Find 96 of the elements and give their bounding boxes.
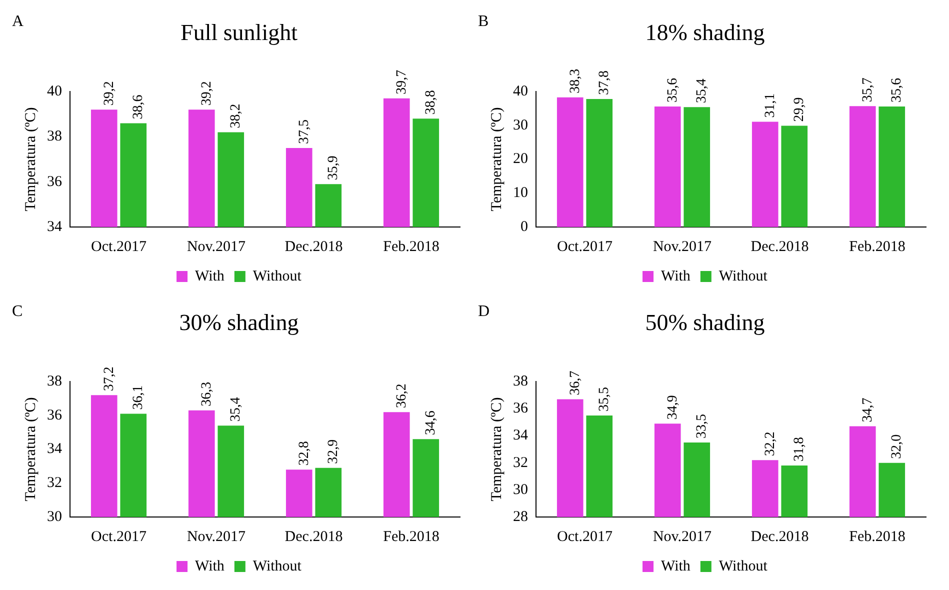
text: C bbox=[12, 303, 23, 320]
x-tick-label: Oct.2017 bbox=[91, 528, 147, 545]
y-tick-label: 34 bbox=[47, 218, 62, 235]
data-label: 33,5 bbox=[694, 414, 710, 439]
bar bbox=[586, 99, 613, 227]
bar bbox=[556, 97, 584, 227]
y-tick-label: 36 bbox=[513, 400, 528, 417]
y-axis-title: Temperatura (ºC) bbox=[488, 107, 505, 212]
y-axis-title: Temperatura (ºC) bbox=[488, 397, 505, 502]
x-tick-label: Nov.2017 bbox=[652, 238, 712, 255]
x-tick-label: Nov.2017 bbox=[652, 528, 712, 545]
chart-title: 30% shading bbox=[179, 310, 300, 335]
data-label: 34,9 bbox=[665, 395, 680, 420]
y-tick-label: 36 bbox=[47, 174, 62, 190]
data-label: 36,1 bbox=[131, 385, 146, 410]
chart-title: 50% shading bbox=[645, 310, 766, 335]
y-tick-label: 28 bbox=[513, 508, 528, 525]
data-label: 35,4 bbox=[228, 397, 244, 422]
chart-title: 18% shading bbox=[645, 20, 766, 45]
data-label: 38,3 bbox=[568, 68, 583, 94]
data-label: 35,9 bbox=[326, 156, 342, 180]
bar bbox=[684, 107, 710, 227]
y-tick-label: 34 bbox=[513, 428, 528, 444]
chart-title: Full sunlight bbox=[180, 20, 298, 45]
x-tick-label: Nov.2017 bbox=[186, 528, 246, 545]
y-tick-label: 32 bbox=[47, 475, 62, 492]
x-tick-label: Nov.2017 bbox=[186, 238, 246, 255]
bar bbox=[781, 126, 808, 227]
data-label: 32,8 bbox=[296, 441, 312, 466]
data-label: 32,9 bbox=[326, 439, 342, 464]
data-label: 35,6 bbox=[890, 78, 905, 102]
data-label: 35,5 bbox=[597, 386, 612, 412]
x-tick-label: Feb.2018 bbox=[849, 238, 906, 255]
x-tick-label: Oct.2017 bbox=[91, 238, 147, 255]
data-label: 31,8 bbox=[792, 437, 808, 462]
data-label: 39,7 bbox=[394, 70, 410, 94]
legend-label: Without bbox=[252, 558, 302, 574]
data-label: 34,7 bbox=[860, 398, 876, 422]
data-label: 38,6 bbox=[131, 94, 146, 120]
data-label: 35,4 bbox=[694, 78, 710, 104]
y-tick-label: 34 bbox=[47, 441, 62, 458]
y-axis-title: Temperatura (ºC) bbox=[22, 107, 39, 212]
y-tick-label: 30 bbox=[513, 482, 528, 498]
y-tick-label: 10 bbox=[513, 185, 528, 202]
legend-label: Without bbox=[718, 558, 768, 574]
y-tick-label: 20 bbox=[513, 151, 528, 168]
legend-label: Without bbox=[718, 268, 768, 284]
data-label: 38,8 bbox=[424, 90, 439, 115]
data-label: 38,2 bbox=[228, 104, 244, 128]
data-label: 31,1 bbox=[762, 93, 778, 118]
x-tick-label: Oct.2017 bbox=[557, 238, 613, 255]
y-tick-label: 36 bbox=[47, 407, 62, 424]
bar bbox=[878, 106, 906, 227]
x-tick-label: Oct.2017 bbox=[557, 528, 613, 545]
data-label: 35,7 bbox=[860, 78, 876, 102]
legend-label: With bbox=[195, 558, 225, 574]
data-label: 39,2 bbox=[199, 81, 214, 106]
data-label: 39,2 bbox=[102, 81, 117, 106]
text: B bbox=[478, 13, 489, 30]
data-label: 36,2 bbox=[394, 384, 410, 408]
y-tick-label: 30 bbox=[47, 508, 62, 525]
y-axis-title: Temperatura (ºC) bbox=[22, 397, 39, 502]
data-label: 37,8 bbox=[597, 70, 612, 96]
x-tick-label: Dec.2018 bbox=[284, 528, 343, 545]
legend-label: Without bbox=[252, 268, 302, 284]
text: D bbox=[478, 303, 490, 320]
bar bbox=[849, 106, 876, 227]
legend-label: With bbox=[661, 558, 691, 574]
data-label: 35,6 bbox=[665, 78, 680, 102]
y-tick-label: 38 bbox=[47, 128, 62, 145]
data-label: 36,3 bbox=[199, 382, 214, 406]
data-label: 34,6 bbox=[424, 410, 439, 436]
data-label: 32,0 bbox=[890, 434, 905, 459]
data-label: 29,9 bbox=[792, 97, 808, 122]
bar bbox=[752, 122, 778, 227]
legend-label: With bbox=[661, 268, 691, 284]
y-tick-label: 0 bbox=[520, 218, 528, 235]
x-tick-label: Feb.2018 bbox=[383, 238, 440, 255]
y-tick-label: 38 bbox=[513, 374, 528, 390]
y-tick-label: 38 bbox=[47, 374, 62, 390]
y-tick-label: 30 bbox=[513, 117, 528, 134]
text: A bbox=[12, 13, 24, 30]
bar bbox=[654, 106, 681, 227]
x-tick-label: Dec.2018 bbox=[750, 528, 809, 545]
x-tick-label: Feb.2018 bbox=[849, 528, 906, 545]
data-label: 36,7 bbox=[568, 370, 583, 396]
y-tick-label: 40 bbox=[47, 84, 62, 100]
y-tick-label: 32 bbox=[513, 454, 528, 471]
x-tick-label: Dec.2018 bbox=[284, 238, 343, 255]
x-tick-label: Dec.2018 bbox=[750, 238, 809, 255]
x-tick-label: Feb.2018 bbox=[383, 528, 440, 545]
data-label: 32,2 bbox=[762, 432, 778, 456]
legend-label: With bbox=[195, 268, 225, 284]
y-tick-label: 40 bbox=[513, 84, 528, 100]
data-label: 37,5 bbox=[296, 120, 312, 144]
data-label: 37,2 bbox=[102, 366, 117, 392]
